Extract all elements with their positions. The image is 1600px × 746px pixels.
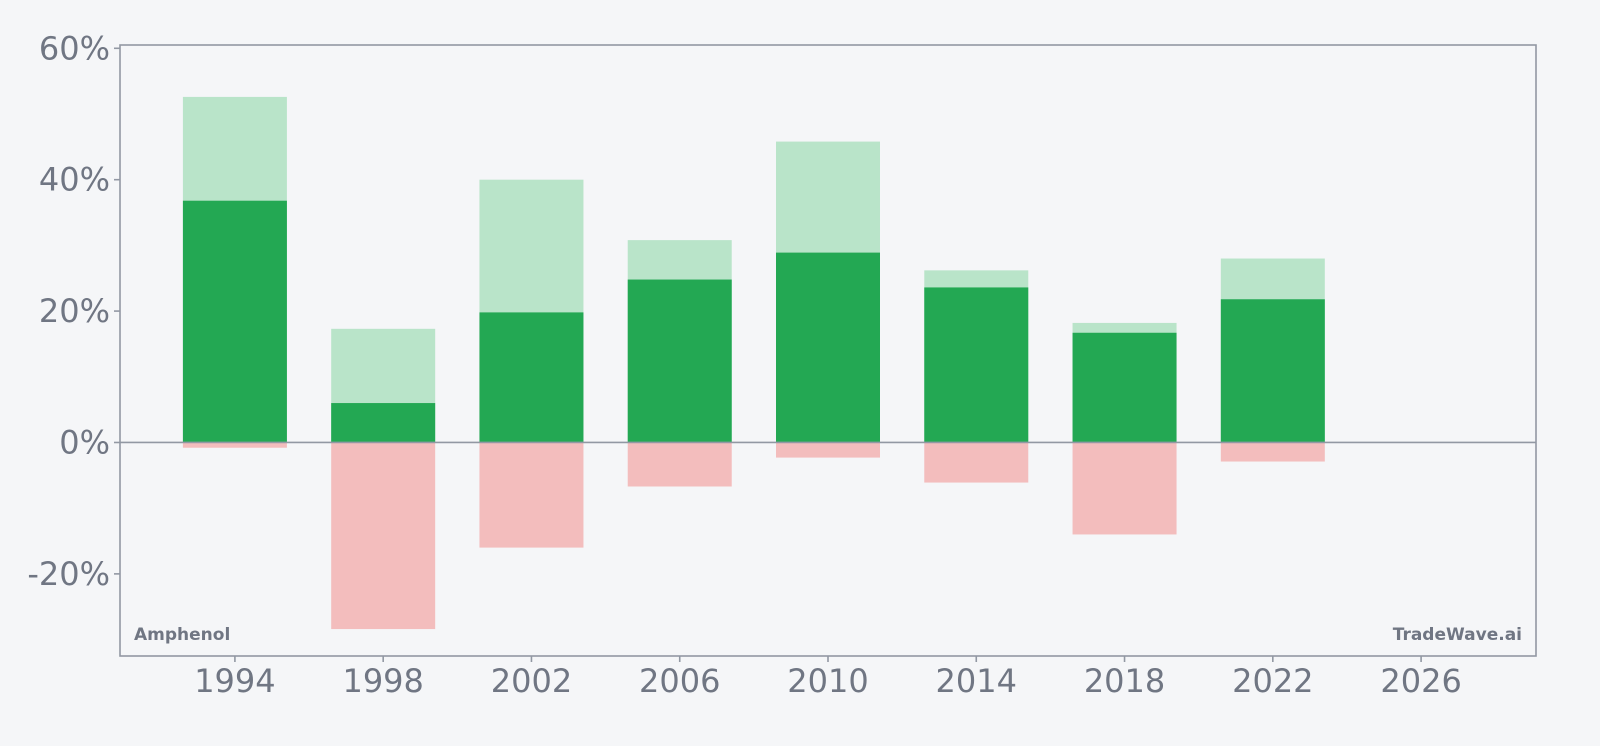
bar-close-1994 bbox=[182, 200, 287, 443]
x-tick-label: 1998 bbox=[342, 662, 423, 700]
x-tick-label: 1994 bbox=[194, 662, 275, 700]
x-axis: 1994 1998 2002 2006 2010 2014 2018 2022 2026 bbox=[194, 656, 1462, 700]
bar-close-2022 bbox=[1220, 299, 1325, 443]
bar-close-1998 bbox=[331, 403, 436, 443]
x-tick-label: 2022 bbox=[1232, 662, 1313, 700]
x-tick-label: 2018 bbox=[1084, 662, 1165, 700]
brand-label: TradeWave.ai bbox=[1393, 625, 1522, 645]
bar-low-2010 bbox=[776, 442, 880, 458]
y-tick-label: 0% bbox=[59, 423, 110, 461]
bars-layer bbox=[182, 96, 1325, 630]
y-axis: 60% 40% 20% 0% -20% bbox=[27, 29, 120, 593]
bar-low-2018 bbox=[1072, 442, 1177, 535]
x-tick-label: 2010 bbox=[787, 662, 868, 700]
y-tick-label: 60% bbox=[39, 29, 110, 67]
bar-low-2022 bbox=[1220, 442, 1325, 462]
x-tick-label: 2026 bbox=[1380, 662, 1461, 700]
bar-close-2018 bbox=[1072, 332, 1177, 443]
x-tick-label: 2002 bbox=[491, 662, 572, 700]
y-tick-label: -20% bbox=[27, 555, 110, 593]
bar-low-1994 bbox=[182, 442, 287, 448]
bar-low-1998 bbox=[331, 442, 436, 630]
y-tick-label: 20% bbox=[39, 292, 110, 330]
x-tick-label: 2006 bbox=[639, 662, 720, 700]
bar-low-2006 bbox=[627, 442, 732, 487]
y-tick-label: 40% bbox=[39, 161, 110, 199]
bar-close-2014 bbox=[924, 287, 1029, 443]
bar-close-2002 bbox=[479, 312, 584, 443]
bar-close-2006 bbox=[627, 279, 732, 443]
bar-low-2002 bbox=[479, 442, 584, 548]
bar-close-2010 bbox=[776, 252, 880, 443]
bar-low-2014 bbox=[924, 442, 1029, 483]
company-label: Amphenol bbox=[134, 625, 230, 645]
x-tick-label: 2014 bbox=[936, 662, 1017, 700]
